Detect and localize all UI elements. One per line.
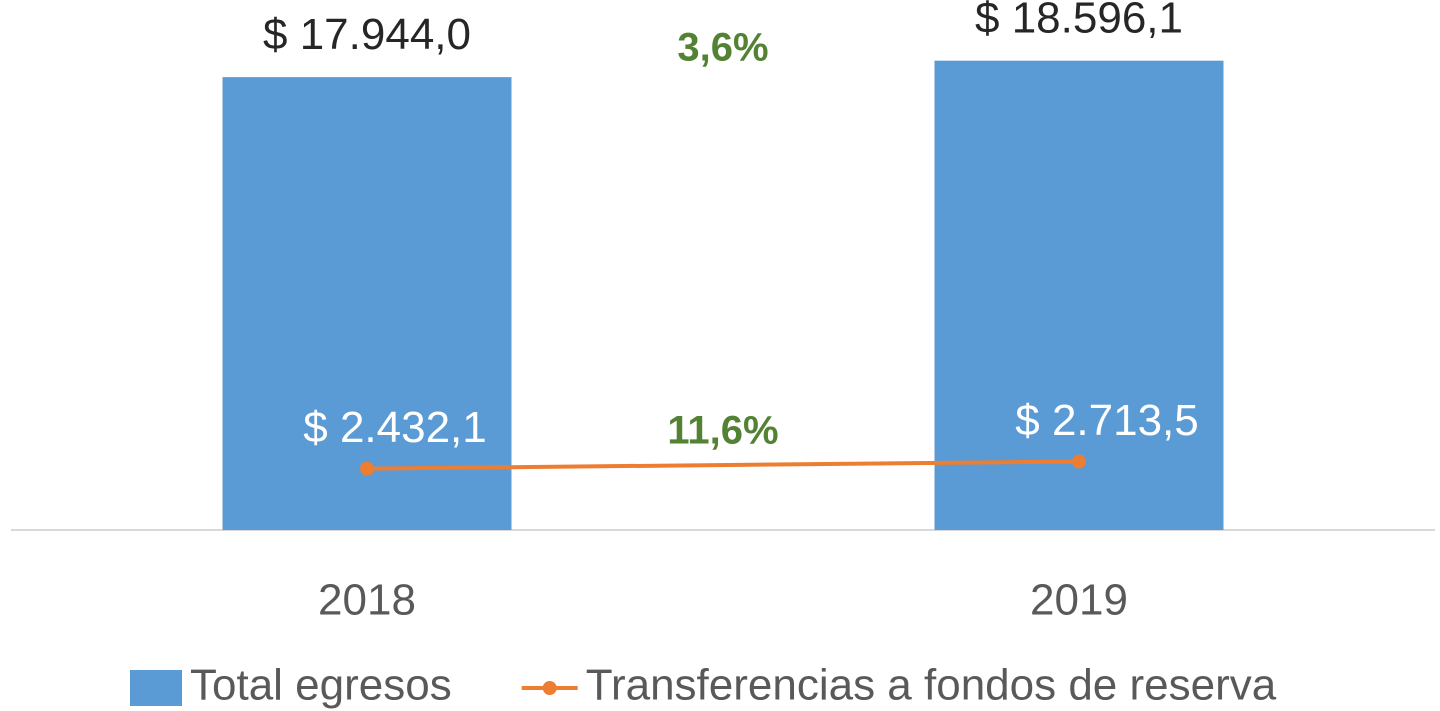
line-marker [360,461,374,476]
bar-value-label: $ 17.944,0 [263,10,471,59]
legend-swatch-marker [542,681,557,695]
legend-label: Transferencias a fondos de reserva [586,661,1277,710]
line-value-label: $ 2.713,5 [1015,396,1199,445]
bar-value-label: $ 18.596,1 [975,0,1183,42]
legend-label: Total egresos [190,661,452,710]
bar [222,77,512,530]
x-tick-label: 2018 [318,576,416,625]
legend-swatch [130,670,182,706]
annotation: 11,6% [667,409,778,453]
annotation: 3,6% [677,26,768,70]
line-value-label: $ 2.432,1 [303,403,487,452]
line [366,459,1080,471]
line-marker [1072,454,1086,469]
x-tick-label: 2019 [1030,576,1128,625]
bar [934,60,1224,530]
